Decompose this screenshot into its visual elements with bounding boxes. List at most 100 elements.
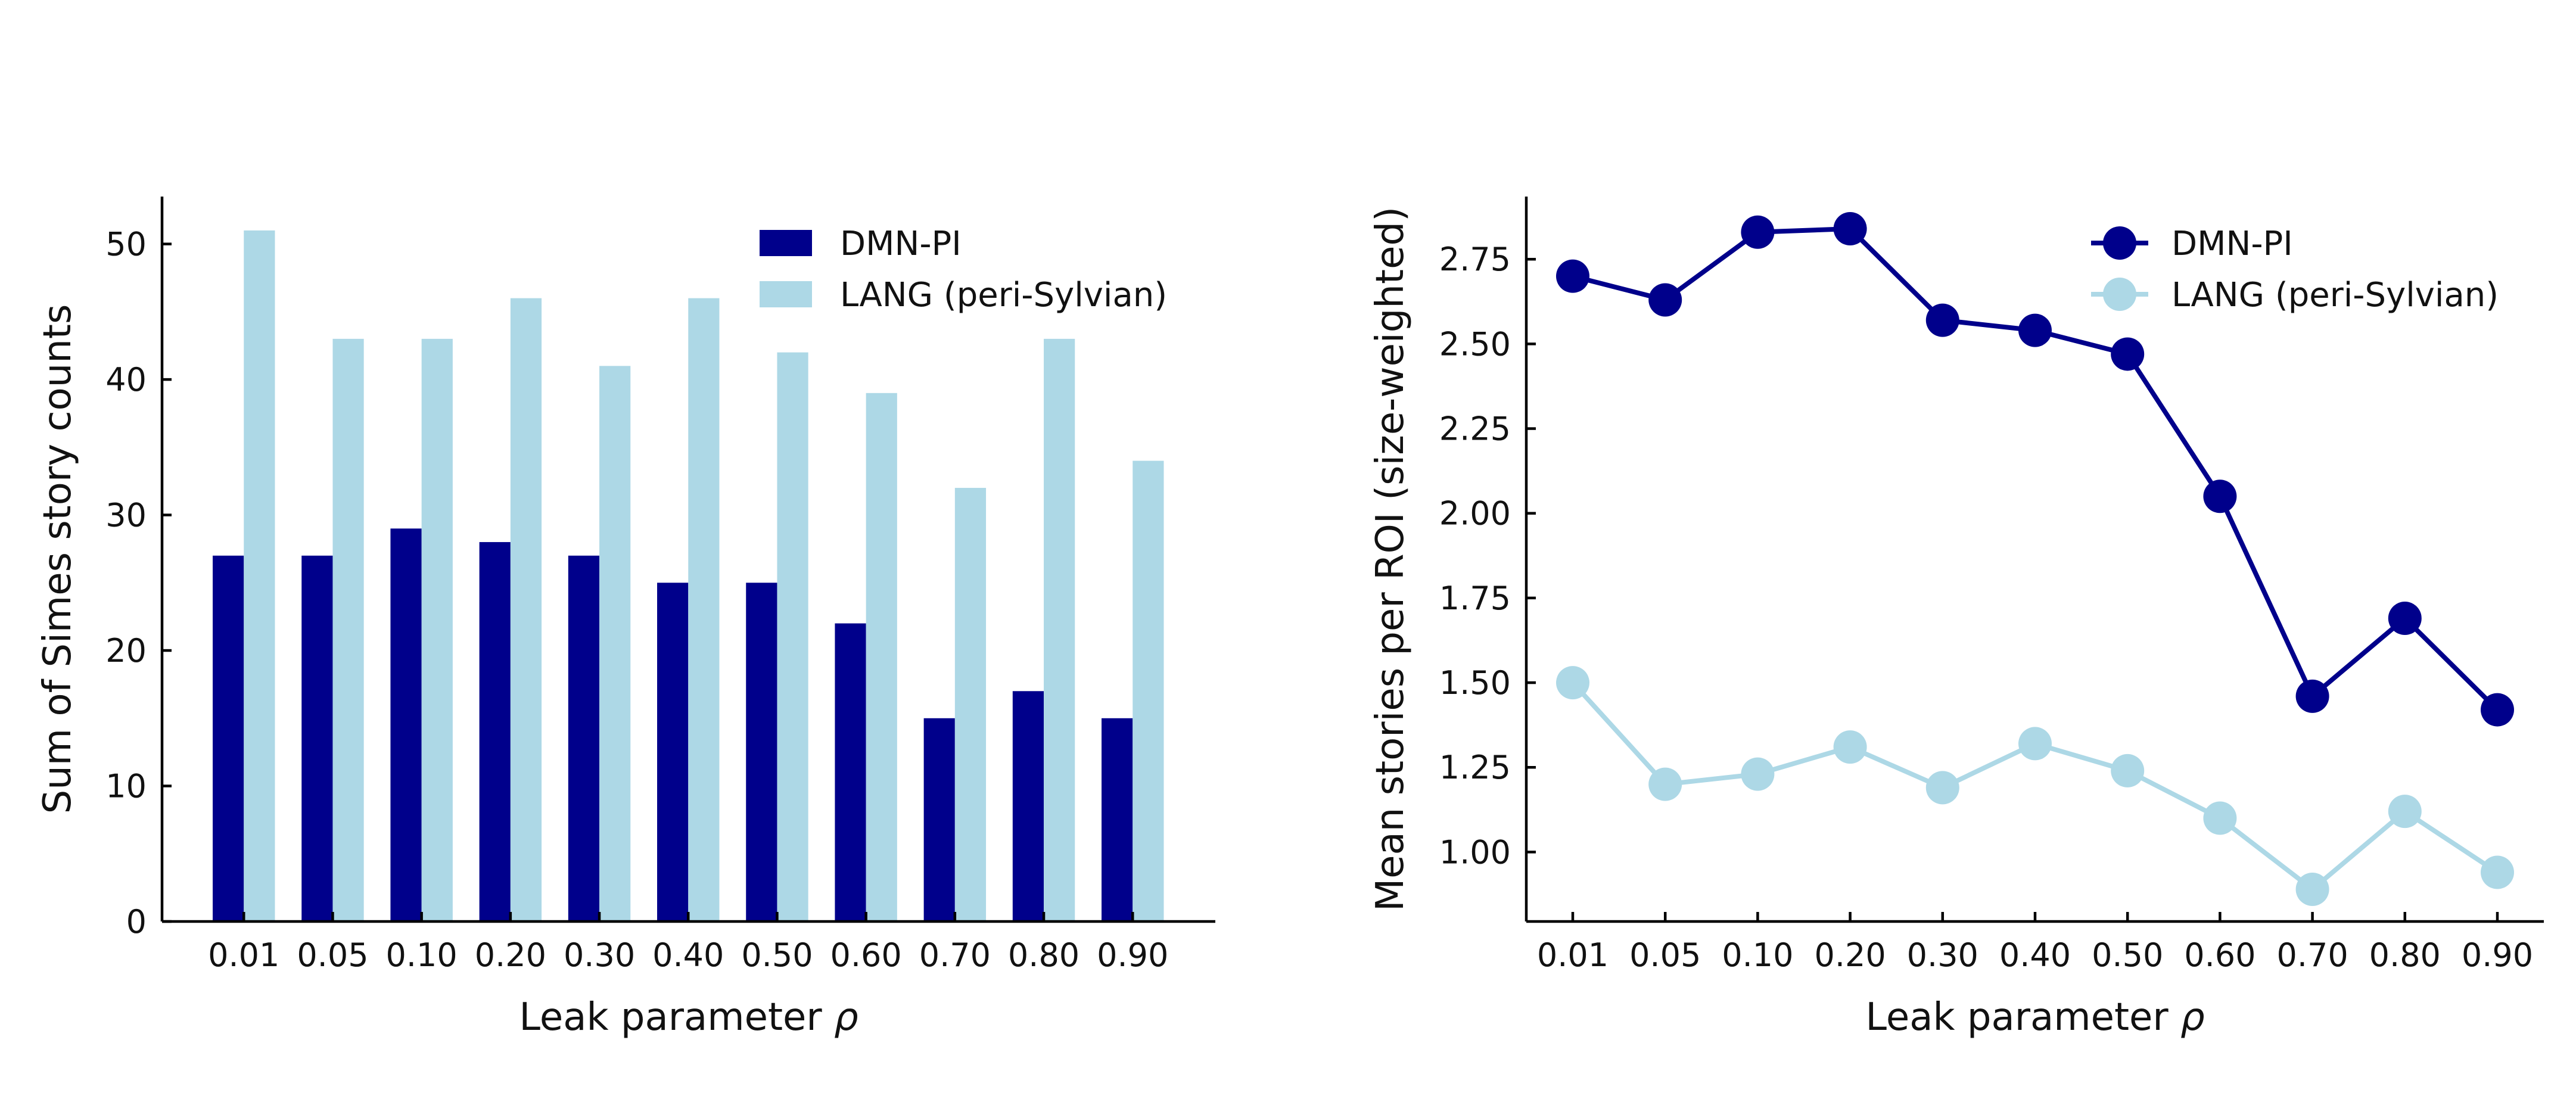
x-axis-title-symbol: ρ xyxy=(834,995,858,1039)
legend-swatch-dmn-pi xyxy=(760,230,812,256)
bar-dmn-pi-0.60 xyxy=(835,623,866,921)
x-tick-label-0.50: 0.50 xyxy=(2092,936,2163,974)
legend-label-lang-peri-sylvian: LANG (peri-Sylvian) xyxy=(840,276,1167,315)
y-axis-title: Mean stories per ROI (size-weighted) xyxy=(1368,207,1413,911)
bar-chart-panel: 0.01 0.05 0.10 0.20 0.30 0.40 0.50 0.60 0.70 0.80… xyxy=(36,197,1215,1039)
y-tick-label-1.00: 1.00 xyxy=(1439,833,1511,871)
x-tick-label-0.90: 0.90 xyxy=(1097,936,1168,974)
point-dmn-pi-0.05 xyxy=(1648,283,1682,317)
legend-label-lang-peri-sylvian: LANG (peri-Sylvian) xyxy=(2171,276,2499,315)
x-tick-label-0.30: 0.30 xyxy=(564,936,635,974)
point-lang-peri-sylvian-0.05 xyxy=(1648,767,1682,801)
bar-lang-peri-sylvian-0.40 xyxy=(688,298,720,922)
point-dmn-pi-0.01 xyxy=(1556,259,1589,293)
bar-lang-peri-sylvian-0.05 xyxy=(332,338,364,921)
bar-lang-peri-sylvian-0.60 xyxy=(866,393,897,921)
x-axis-title: Leak parameter ρ xyxy=(1865,995,2204,1039)
x-tick-label-0.40: 0.40 xyxy=(652,936,724,974)
x-tick-label-0.30: 0.30 xyxy=(1907,936,1978,974)
bar-lang-peri-sylvian-0.90 xyxy=(1133,460,1164,921)
legend-label-dmn-pi: DMN-PI xyxy=(2171,225,2293,263)
x-axis-title: Leak parameter ρ xyxy=(519,995,858,1039)
point-dmn-pi-0.20 xyxy=(1833,212,1867,246)
point-dmn-pi-0.30 xyxy=(1925,303,1959,337)
x-axis-title-symbol: ρ xyxy=(2180,995,2205,1039)
point-lang-peri-sylvian-0.60 xyxy=(2203,801,2237,835)
x-tick-label-0.20: 0.20 xyxy=(475,936,546,974)
bar-dmn-pi-0.90 xyxy=(1102,718,1133,921)
point-lang-peri-sylvian-0.90 xyxy=(2481,855,2514,889)
bar-dmn-pi-0.30 xyxy=(568,555,600,921)
y-axis-title: Sum of Simes story counts xyxy=(36,304,80,814)
x-tick-label-0.05: 0.05 xyxy=(1629,936,1701,974)
x-tick-label-0.50: 0.50 xyxy=(741,936,813,974)
x-tick-label-0.10: 0.10 xyxy=(386,936,458,974)
bar-lang-peri-sylvian-0.20 xyxy=(510,298,542,922)
bar-lang-peri-sylvian-0.70 xyxy=(954,488,987,921)
legend-swatch-lang-peri-sylvian xyxy=(760,281,812,307)
bar-dmn-pi-0.40 xyxy=(657,583,689,921)
y-tick-label-20: 20 xyxy=(105,632,147,670)
y-tick-label-2.25: 2.25 xyxy=(1439,410,1511,448)
point-lang-peri-sylvian-0.70 xyxy=(2295,872,2329,906)
y-tick-label-40: 40 xyxy=(105,361,147,398)
bar-lang-peri-sylvian-0.01 xyxy=(244,230,275,922)
point-dmn-pi-0.50 xyxy=(2111,337,2145,371)
bar-dmn-pi-0.50 xyxy=(746,583,777,921)
y-tick-label-1.75: 1.75 xyxy=(1439,580,1511,617)
y-tick-label-2.50: 2.50 xyxy=(1439,325,1511,363)
line-lang-peri-sylvian xyxy=(1571,681,2499,892)
x-tick-label-0.01: 0.01 xyxy=(1537,936,1609,974)
point-lang-peri-sylvian-0.80 xyxy=(2388,795,2422,829)
bar-lang-peri-sylvian-0.10 xyxy=(421,338,453,921)
line-chart-panel: 0.01 0.05 0.10 0.20 0.30 0.40 0.50 0.60 0.70 0.80… xyxy=(1368,197,2544,1039)
y-tick-label-1.50: 1.50 xyxy=(1439,664,1511,702)
x-tick-label-0.80: 0.80 xyxy=(1008,936,1079,974)
bar-dmn-pi-0.01 xyxy=(213,555,244,921)
x-tick-label-0.05: 0.05 xyxy=(297,936,368,974)
point-lang-peri-sylvian-0.50 xyxy=(2111,754,2145,787)
x-tick-label-0.40: 0.40 xyxy=(1999,936,2071,974)
y-tick-label-0: 0 xyxy=(126,903,147,941)
legend-label-dmn-pi: DMN-PI xyxy=(840,225,962,263)
x-tick-label-0.60: 0.60 xyxy=(2184,936,2255,974)
bar-dmn-pi-0.20 xyxy=(479,542,511,921)
y-tick-label-2.75: 2.75 xyxy=(1439,241,1511,278)
legend-marker-dmn-pi xyxy=(2103,226,2136,260)
y-tick-label-10: 10 xyxy=(105,768,147,805)
bar-lang-peri-sylvian-0.30 xyxy=(599,366,631,921)
y-tick-label-2.00: 2.00 xyxy=(1439,495,1511,533)
x-tick-label-0.90: 0.90 xyxy=(2462,936,2533,974)
x-tick-label-0.20: 0.20 xyxy=(1814,936,1886,974)
point-lang-peri-sylvian-0.10 xyxy=(1741,757,1775,791)
bar-lang-peri-sylvian-0.80 xyxy=(1044,338,1075,921)
y-tick-label-50: 50 xyxy=(105,226,147,263)
point-lang-peri-sylvian-0.40 xyxy=(2018,727,2052,761)
point-dmn-pi-0.60 xyxy=(2203,480,2237,513)
bar-dmn-pi-0.70 xyxy=(923,718,955,921)
x-axis-title-text: Leak parameter xyxy=(1865,995,2180,1039)
x-tick-label-0.70: 0.70 xyxy=(919,936,991,974)
point-lang-peri-sylvian-0.01 xyxy=(1556,666,1589,700)
point-dmn-pi-0.40 xyxy=(2018,313,2052,347)
x-tick-label-0.70: 0.70 xyxy=(2276,936,2348,974)
x-tick-label-0.01: 0.01 xyxy=(208,936,279,974)
x-axis-title-text: Leak parameter xyxy=(519,995,834,1039)
bar-lang-peri-sylvian-0.50 xyxy=(777,352,808,921)
y-tick-label-1.25: 1.25 xyxy=(1439,749,1511,786)
x-tick-label-0.10: 0.10 xyxy=(1722,936,1793,974)
bar-dmn-pi-0.05 xyxy=(301,555,333,921)
point-dmn-pi-0.80 xyxy=(2388,602,2422,636)
x-tick-label-0.80: 0.80 xyxy=(2369,936,2441,974)
point-dmn-pi-0.10 xyxy=(1741,215,1775,249)
point-lang-peri-sylvian-0.20 xyxy=(1833,730,1867,764)
point-dmn-pi-0.70 xyxy=(2295,679,2329,713)
legend-marker-lang-peri-sylvian xyxy=(2103,278,2136,311)
point-dmn-pi-0.90 xyxy=(2481,693,2514,727)
y-tick-label-30: 30 xyxy=(105,497,147,534)
point-lang-peri-sylvian-0.30 xyxy=(1925,771,1959,805)
bar-dmn-pi-0.10 xyxy=(390,528,422,921)
x-tick-label-0.60: 0.60 xyxy=(830,936,902,974)
bar-dmn-pi-0.80 xyxy=(1012,691,1044,921)
